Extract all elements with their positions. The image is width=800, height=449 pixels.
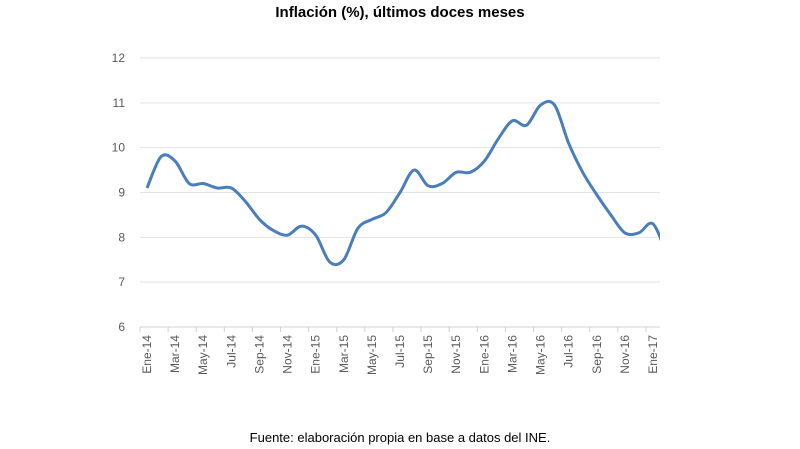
x-tick-label: May-14 <box>196 335 210 375</box>
x-tick-label: Ene-15 <box>309 335 323 374</box>
x-tick-label: Jul-14 <box>224 335 238 368</box>
series-line-inflacion <box>145 99 660 267</box>
x-tick-label: Sep-15 <box>421 335 435 374</box>
x-tick-label: Ene-16 <box>477 335 491 374</box>
y-tick-label: 11 <box>113 96 126 110</box>
source-note: Fuente: elaboración propia en base a dat… <box>249 430 551 445</box>
x-tick-label: Sep-14 <box>252 335 266 374</box>
y-tick-label: 7 <box>118 275 125 289</box>
x-tick-label: Mar-15 <box>337 335 351 373</box>
x-tick-label: Mar-16 <box>505 335 519 373</box>
x-tick-label: Mar-14 <box>168 335 182 373</box>
x-tick-label: Jul-15 <box>393 335 407 368</box>
x-tick-label: May-15 <box>365 335 379 375</box>
x-tick-label: May-16 <box>534 335 548 375</box>
y-tick-label: 8 <box>118 230 125 244</box>
x-tick-label: Nov-14 <box>281 335 295 374</box>
x-tick-label: Ene-14 <box>140 335 154 374</box>
x-tick-label: Jul-16 <box>562 335 576 368</box>
y-tick-label: 10 <box>112 141 126 155</box>
y-tick-label: 9 <box>118 186 125 200</box>
y-tick-label: 6 <box>118 320 125 334</box>
x-tick-label: Sep-16 <box>590 335 604 374</box>
x-tick-label: Nov-16 <box>618 335 632 374</box>
x-tick-label: Nov-15 <box>449 335 463 374</box>
y-tick-label: 12 <box>112 51 126 65</box>
chart-title: Inflación (%), últimos doces meses <box>275 4 525 21</box>
x-tick-label: Ene-17 <box>646 335 660 374</box>
